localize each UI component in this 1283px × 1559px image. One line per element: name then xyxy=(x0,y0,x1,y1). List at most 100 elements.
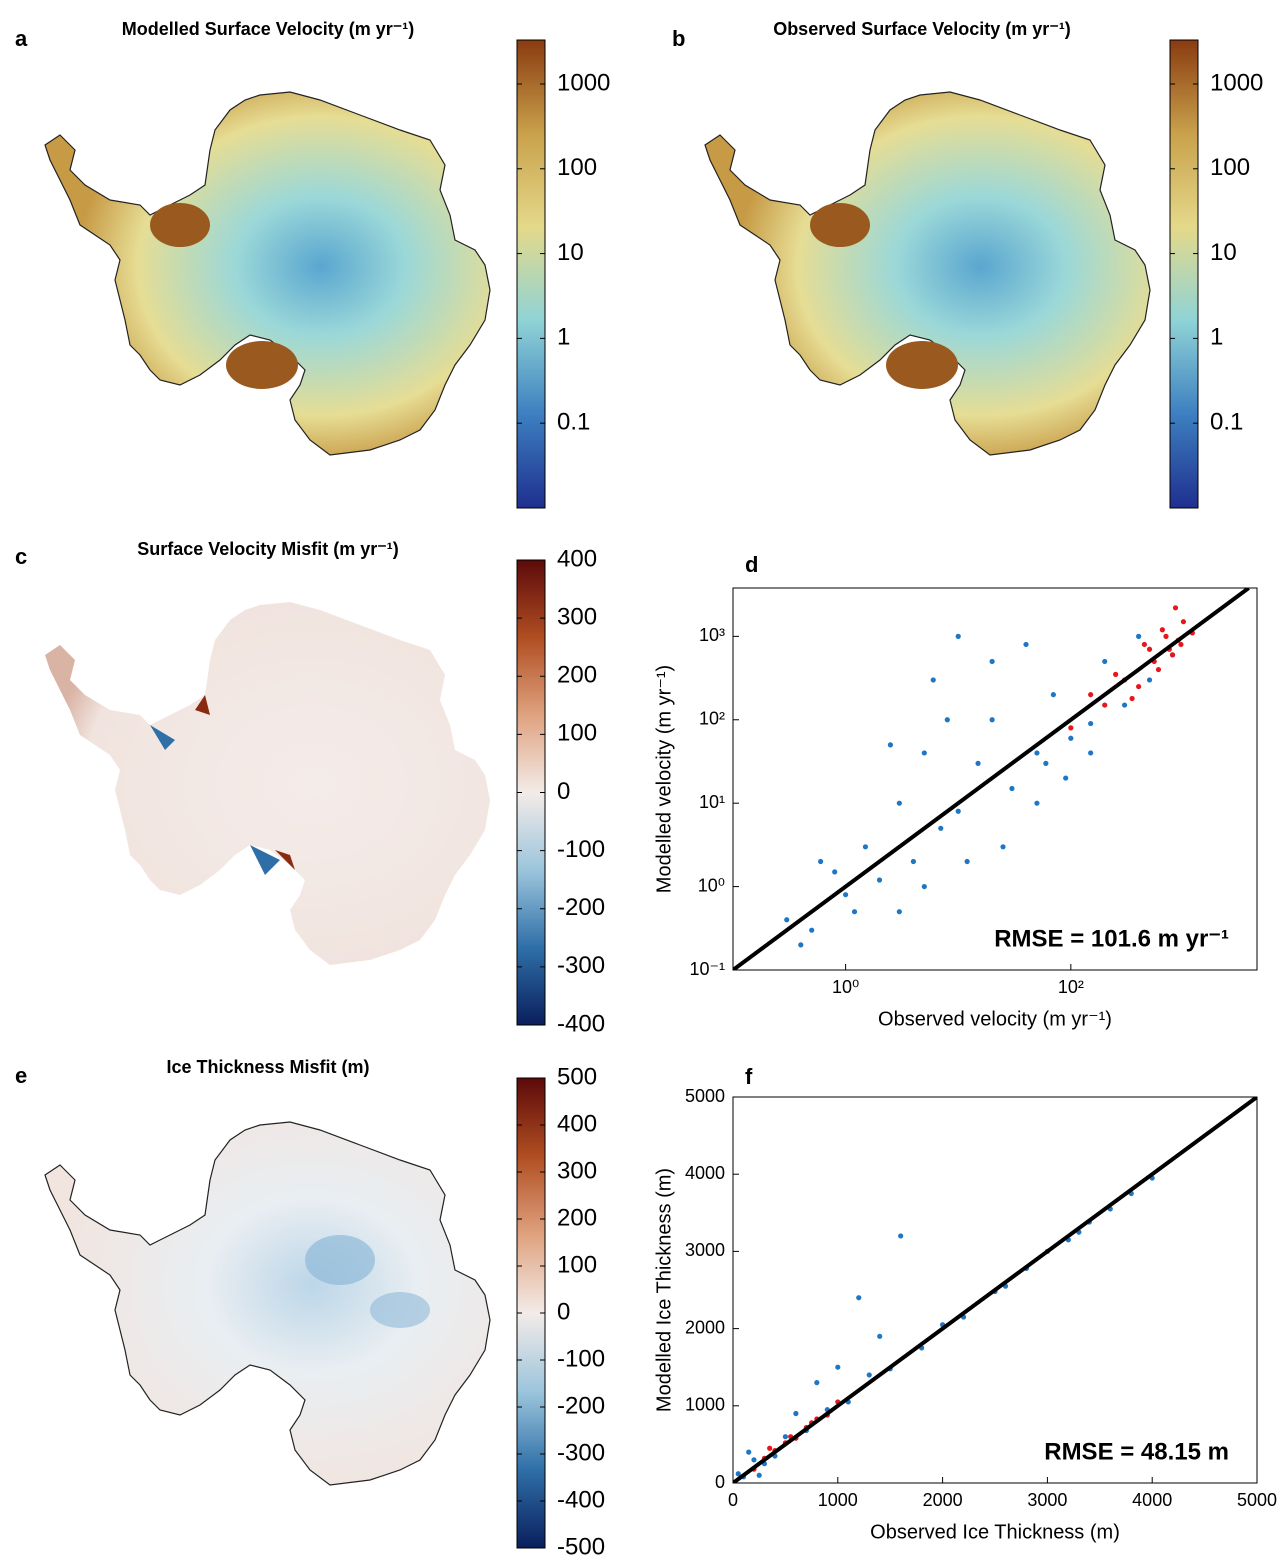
scatter-point xyxy=(1136,633,1142,639)
x-tick-label: 2000 xyxy=(923,1490,963,1510)
x-tick-label: 4000 xyxy=(1132,1490,1172,1510)
colorbar-tick-label: -400 xyxy=(557,1486,605,1513)
x-axis-label: Observed velocity (m yr⁻¹) xyxy=(878,1008,1112,1030)
map-title: Surface Velocity Misfit (m yr⁻¹) xyxy=(137,539,399,559)
colorbar-tick-label: 1 xyxy=(557,324,570,351)
scatter-point xyxy=(798,942,804,948)
scatter-point xyxy=(856,1295,862,1301)
x-tick-label: 10⁰ xyxy=(832,977,859,997)
scatter-point xyxy=(809,927,815,933)
colorbar-tick-label: 100 xyxy=(557,1251,597,1278)
colorbar-tick-label: 1 xyxy=(1210,324,1223,351)
scatter-point xyxy=(735,1471,741,1477)
map-e xyxy=(44,1121,491,1486)
scatter-point xyxy=(938,825,944,831)
y-tick-label: 2000 xyxy=(685,1317,725,1337)
scatter-point xyxy=(1034,800,1040,806)
colorbar-tick-label: 0.1 xyxy=(1210,409,1243,436)
colorbar-tick-label: -300 xyxy=(557,1439,605,1466)
x-tick-label: 5000 xyxy=(1237,1490,1277,1510)
colorbar-tick-label: 10 xyxy=(1210,239,1237,266)
scatter-point xyxy=(751,1457,757,1463)
scatter-point xyxy=(862,844,869,850)
scatter-point xyxy=(898,1233,904,1239)
scatter-point xyxy=(930,677,936,683)
scatter-point xyxy=(814,1380,820,1386)
scatter-point xyxy=(896,909,902,915)
scatter-point xyxy=(877,1333,883,1339)
colorbar-tick-label: 100 xyxy=(557,720,597,747)
scatter-point xyxy=(1136,683,1142,690)
scatter-point xyxy=(921,883,927,890)
charts: a Modelled Surface Velocity (m yr⁻¹) 0.1 1 1… xyxy=(15,19,1277,1559)
scatter-point xyxy=(1113,671,1119,677)
x-axis-label: Observed Ice Thickness (m) xyxy=(870,1521,1120,1543)
scatter-point xyxy=(1088,750,1094,756)
reference-line xyxy=(733,1097,1257,1483)
colorbar-tick-label: -300 xyxy=(557,952,605,979)
rmse-annotation: RMSE = 101.6 m yr⁻¹ xyxy=(994,925,1229,952)
y-tick-label: 10⁰ xyxy=(698,875,725,895)
scatter-point xyxy=(1068,725,1074,731)
colorbar-tick-label: 500 xyxy=(557,1063,597,1090)
y-tick-label: 4000 xyxy=(685,1163,725,1183)
colorbar-tick-label: 10 xyxy=(557,239,584,266)
scatter-point xyxy=(1121,702,1128,708)
scatter-point xyxy=(1000,844,1006,850)
colorbar-tick-label: -200 xyxy=(557,1392,605,1419)
scatter-point xyxy=(964,858,970,865)
map-c xyxy=(45,602,490,965)
scatter-point xyxy=(1023,641,1029,648)
scatter-point xyxy=(1088,720,1094,727)
scatter-point xyxy=(1146,677,1153,683)
colorbar-tick-label: 0 xyxy=(557,778,570,805)
colorbar-tick-label: -100 xyxy=(557,1345,605,1372)
scatter-point xyxy=(876,877,883,883)
colorbar-tick-label: 1000 xyxy=(557,69,610,96)
scatter-point xyxy=(887,742,894,748)
y-tick-label: 10³ xyxy=(699,625,725,645)
scatter-point xyxy=(989,658,995,665)
y-tick-label: 10¹ xyxy=(699,792,725,812)
scatter-point xyxy=(832,869,838,875)
scatter-point xyxy=(1050,692,1056,698)
scatter-point xyxy=(955,633,961,639)
scatter-point xyxy=(851,909,858,915)
scatter-point xyxy=(835,1364,841,1370)
scatter-point xyxy=(1102,658,1108,665)
scatter-point xyxy=(1172,605,1179,611)
y-tick-label: 3000 xyxy=(685,1240,725,1260)
colorbar-tick-label: 400 xyxy=(557,1110,597,1137)
colorbar-tick-label: 0.1 xyxy=(557,409,590,436)
y-tick-label: 0 xyxy=(715,1472,725,1492)
reference-line xyxy=(733,588,1250,970)
colorbar-tick-label: -500 xyxy=(557,1533,605,1559)
colorbar-tick-label: -400 xyxy=(557,1010,605,1037)
map-a xyxy=(44,91,491,456)
y-tick-label: 10⁻¹ xyxy=(689,959,725,979)
scatter-point xyxy=(782,1434,789,1440)
colorbar-tick-label: 1000 xyxy=(1210,69,1263,96)
scatter-point xyxy=(1169,652,1176,658)
map-title: Ice Thickness Misfit (m) xyxy=(166,1057,369,1077)
scatter-point xyxy=(784,917,790,923)
panel-label: e xyxy=(15,1063,27,1088)
scatter-point xyxy=(1141,641,1147,648)
y-tick-label: 1000 xyxy=(685,1395,725,1415)
scatter-point xyxy=(1178,641,1184,648)
panel-label: c xyxy=(15,544,27,569)
map-title: Modelled Surface Velocity (m yr⁻¹) xyxy=(122,19,415,39)
map-b xyxy=(704,91,1151,456)
scatter-point xyxy=(1129,695,1135,702)
y-axis-label: Modelled velocity (m yr⁻¹) xyxy=(653,665,675,893)
x-tick-label: 1000 xyxy=(818,1490,858,1510)
panel-label: b xyxy=(672,26,685,51)
scatter-point xyxy=(818,858,824,865)
colorbar-tick-label: 300 xyxy=(557,1157,597,1184)
y-axis-label: Modelled Ice Thickness (m) xyxy=(653,1168,675,1412)
colorbar xyxy=(1169,39,1199,509)
scatter-point xyxy=(944,717,950,723)
axes-box xyxy=(732,1096,1258,1484)
scatter-point xyxy=(1102,702,1108,708)
scatter-point xyxy=(756,1472,762,1478)
